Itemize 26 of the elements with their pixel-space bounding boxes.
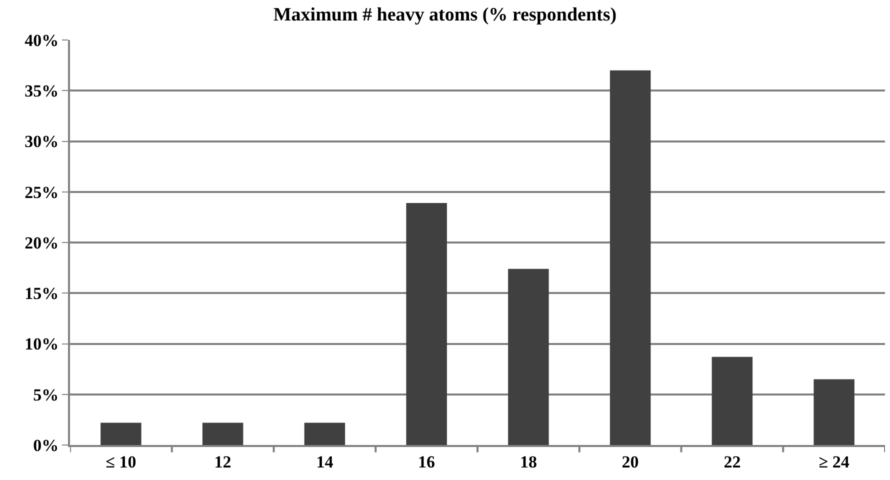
y-tick-label: 30% (24, 132, 59, 152)
bar (100, 422, 142, 445)
y-tick-label: 0% (33, 436, 59, 455)
x-tick-label: 22 (724, 452, 741, 472)
x-tick-label: 14 (316, 452, 334, 472)
y-tick-label: 10% (24, 334, 59, 354)
y-tick-label: 40% (24, 30, 59, 50)
y-tick-label: 5% (33, 385, 59, 404)
y-tick-label: 35% (24, 82, 59, 101)
bar (202, 422, 244, 445)
y-tick-label: 25% (24, 182, 59, 202)
x-tick-label: ≤ 10 (106, 452, 136, 472)
x-tick-label: ≥ 24 (818, 452, 850, 472)
bar (406, 203, 447, 445)
bar (610, 70, 651, 445)
y-tick-label: 15% (24, 284, 59, 304)
x-tick-label: 20 (622, 452, 639, 472)
bar (508, 268, 549, 445)
bar (712, 356, 753, 445)
bar (814, 379, 854, 445)
x-tick-label: 12 (214, 452, 232, 472)
y-tick-label: 20% (24, 233, 59, 252)
x-tick-label: 16 (418, 452, 436, 472)
x-tick-label: 18 (520, 452, 537, 472)
bar (304, 422, 346, 445)
chart-title: Maximum # heavy atoms (% respondents) (273, 4, 617, 26)
